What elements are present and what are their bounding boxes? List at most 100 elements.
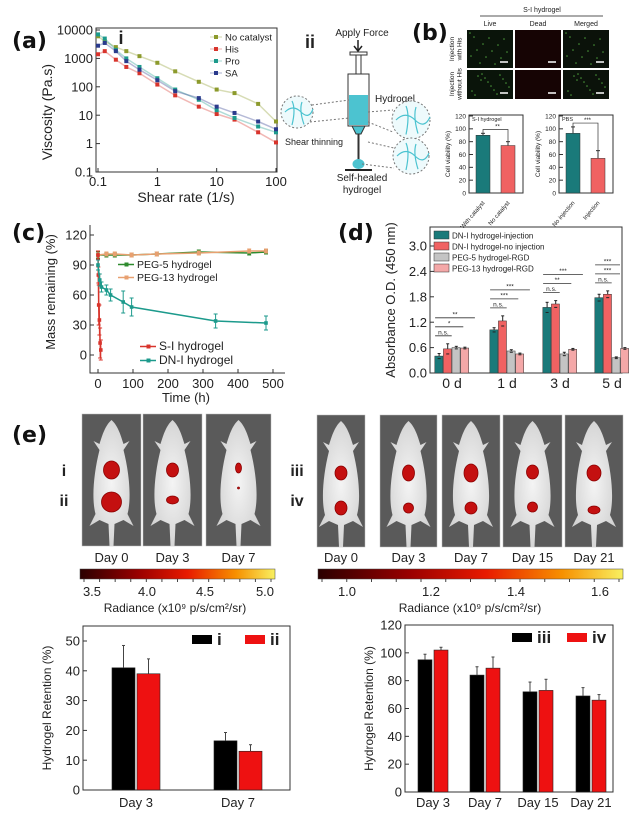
bar	[591, 699, 607, 793]
y-tick-label: 30	[73, 318, 87, 333]
x-tick-label: Day 3	[119, 795, 153, 810]
data-point	[96, 253, 100, 257]
live-cell-dot	[604, 86, 606, 88]
significance-label: ***	[559, 268, 567, 275]
y-tick-label: 0	[73, 783, 80, 798]
legend-swatch	[433, 252, 450, 262]
series-line-0	[97, 35, 277, 123]
legend-swatch	[433, 230, 450, 240]
live-cell-dot	[494, 63, 496, 65]
x-tick-label: 0.1	[89, 174, 107, 189]
data-point	[155, 60, 160, 65]
mouse-body	[89, 420, 134, 546]
zoom-guide-line	[367, 141, 395, 149]
y-tick-label: 20	[549, 177, 557, 184]
legend-marker	[124, 262, 129, 267]
y-tick-label: 0.6	[409, 340, 427, 355]
series-line-3	[97, 42, 277, 130]
y-tick-label: 0	[462, 190, 466, 197]
significance-label: **	[555, 277, 561, 284]
significance-label: n.s.	[546, 286, 557, 293]
live-cell-dot	[505, 82, 507, 84]
data-point	[97, 278, 102, 282]
shear-thinning-label: Shear thinning	[285, 137, 343, 147]
live-cell-dot	[473, 36, 475, 38]
inset-label: S-I hydrogel	[472, 117, 502, 123]
legend-swatch	[433, 263, 450, 273]
data-point	[137, 64, 142, 69]
polymer-network-icon	[284, 100, 314, 126]
data-point	[129, 253, 134, 257]
y-tick-label: 100	[380, 645, 402, 660]
live-cell-dot	[586, 85, 588, 87]
x-tick-label: Day 3	[416, 795, 450, 810]
live-cell-dot	[500, 57, 502, 59]
y-tick-label: 100	[545, 126, 556, 133]
x-tick-label: Day 7	[221, 795, 255, 810]
panel-label-b: (b)	[412, 21, 448, 46]
data-point	[214, 87, 219, 92]
data-point	[113, 252, 117, 256]
bar	[136, 673, 161, 791]
apply-force-label: Apply Force	[335, 28, 389, 39]
data-point	[96, 273, 101, 277]
x-tick-label: Injection	[583, 200, 602, 221]
bar	[489, 329, 499, 374]
network-zoom-circle	[391, 100, 431, 140]
significance-label: ***	[584, 118, 592, 124]
y-tick-label: 40	[388, 729, 402, 744]
y-tick-label: 10000	[57, 23, 93, 38]
axis-lines	[89, 225, 285, 374]
live-cell-dot	[491, 50, 493, 52]
legend-label: No catalyst	[225, 33, 272, 44]
hydrogel-signal-spot	[402, 464, 415, 482]
y-tick-label: 40	[66, 663, 80, 678]
viscosity-plot-frame	[95, 27, 278, 173]
hydrogel-signal-spot	[527, 501, 538, 513]
live-cell-dot	[570, 94, 572, 96]
network-zoom-circle	[392, 137, 430, 175]
y-axis-label: Hydrogel Retention (%)	[40, 646, 54, 771]
syringe-nozzle	[351, 125, 366, 135]
hydrogel-signal-spot	[587, 505, 601, 515]
row-label: Injectionwithout His	[449, 67, 464, 101]
bar	[559, 353, 569, 374]
legend-label: i	[217, 630, 222, 649]
significance-bracket	[482, 129, 509, 142]
bar	[611, 357, 621, 374]
y-axis-label: Hydrogel Retention (%)	[362, 646, 376, 771]
y-tick-label: 20	[388, 757, 402, 772]
significance-label: ***	[604, 267, 612, 274]
data-point	[256, 130, 261, 135]
live-cell-dot	[590, 63, 592, 65]
legend-label: PEG-13 hydrogel	[137, 272, 218, 284]
significance-label: n.s.	[598, 276, 609, 283]
live-cell-dot	[477, 75, 479, 77]
colorbar-tick-label: 1.2	[422, 584, 440, 599]
data-point	[214, 112, 219, 117]
zoom-guide-line	[367, 121, 394, 133]
live-cell-dot	[470, 55, 472, 57]
bar	[551, 303, 560, 374]
y-tick-label: 60	[73, 288, 87, 303]
x-tick-label: Day 7	[468, 795, 502, 810]
data-point	[214, 104, 219, 109]
y-tick-label: 40	[549, 165, 557, 172]
data-point	[97, 318, 102, 322]
legend-swatch	[245, 635, 265, 644]
hydrogel-fill	[349, 95, 368, 125]
self-healed-label: Self-healed	[337, 173, 388, 184]
bar	[575, 695, 591, 793]
data-point	[232, 110, 237, 115]
data-point	[96, 52, 100, 57]
data-point	[102, 49, 107, 54]
y-tick-label: 80	[549, 139, 557, 146]
bar	[417, 659, 433, 793]
mouse-body	[510, 421, 555, 547]
hydrogel-signal-spot	[403, 502, 414, 514]
micrograph	[515, 70, 561, 99]
live-cell-dot	[576, 79, 578, 81]
data-point	[173, 69, 178, 74]
bar	[443, 348, 452, 374]
